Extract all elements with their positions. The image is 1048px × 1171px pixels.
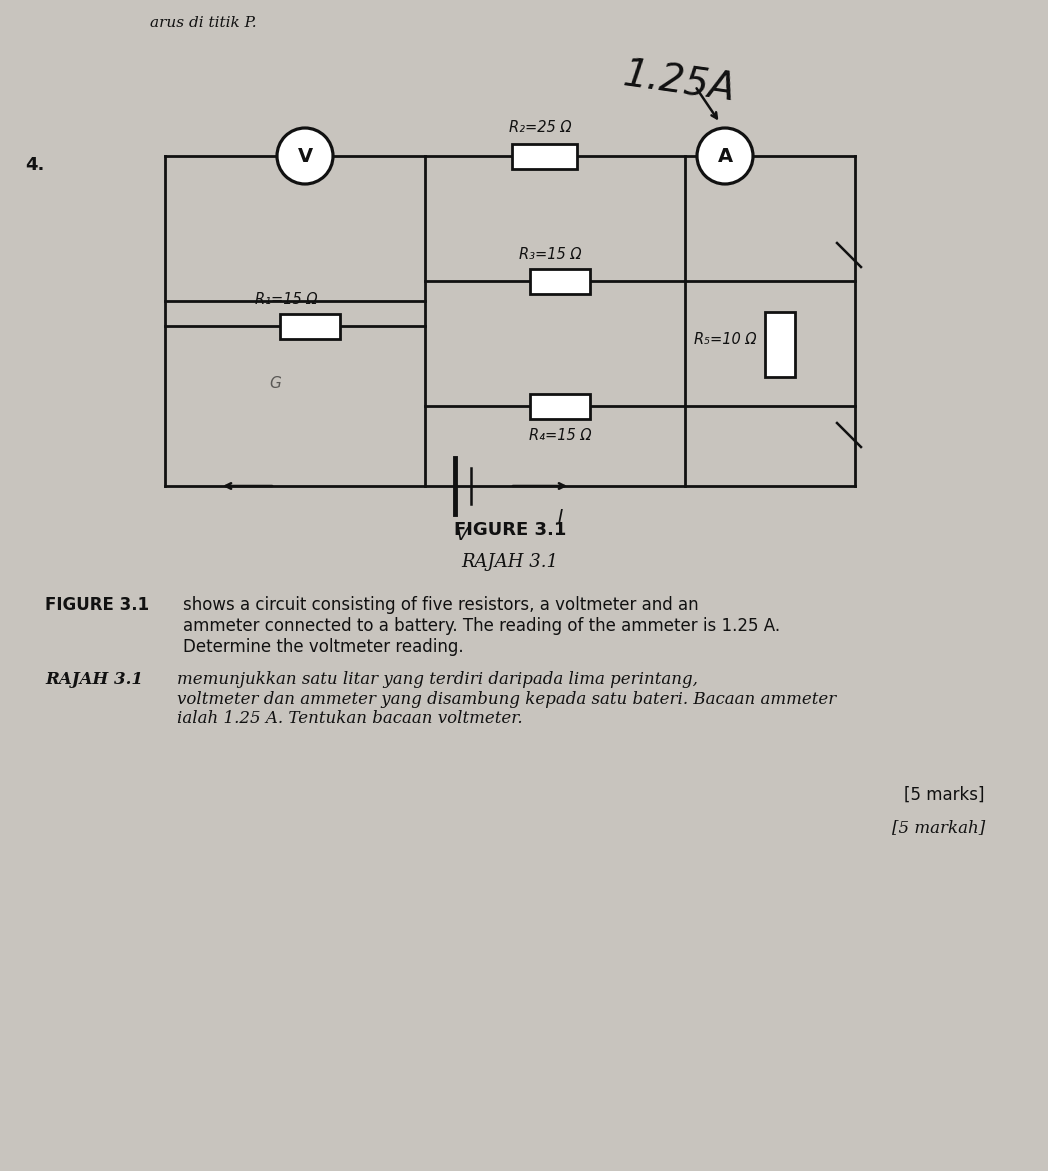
Text: FIGURE 3.1: FIGURE 3.1: [45, 596, 149, 614]
Bar: [530, 393, 590, 418]
Text: R₅=10 Ω: R₅=10 Ω: [695, 331, 757, 347]
Text: R₁=15 Ω: R₁=15 Ω: [255, 293, 318, 308]
Bar: [512, 144, 577, 169]
Circle shape: [697, 128, 754, 184]
Text: shows a circuit consisting of five resistors, a voltmeter and an
ammeter connect: shows a circuit consisting of five resis…: [183, 596, 780, 656]
Text: G: G: [269, 376, 281, 391]
Text: [5 marks]: [5 marks]: [904, 786, 985, 804]
Text: arus di titik P.: arus di titik P.: [150, 16, 257, 30]
Bar: [765, 311, 795, 377]
Circle shape: [277, 128, 333, 184]
Text: R₄=15 Ω: R₄=15 Ω: [529, 427, 591, 443]
Bar: [530, 268, 590, 294]
Text: 4.: 4.: [25, 156, 44, 174]
Text: V: V: [298, 146, 312, 165]
Text: A: A: [718, 146, 733, 165]
Bar: [280, 314, 340, 338]
Text: V: V: [456, 526, 468, 545]
Text: FIGURE 3.1: FIGURE 3.1: [454, 521, 566, 539]
Text: 1.25A: 1.25A: [620, 56, 738, 109]
Text: RAJAH 3.1: RAJAH 3.1: [461, 553, 559, 571]
Text: I: I: [558, 508, 563, 526]
Text: R₂=25 Ω: R₂=25 Ω: [508, 121, 571, 136]
Text: RAJAH 3.1: RAJAH 3.1: [45, 671, 143, 689]
Text: R₃=15 Ω: R₃=15 Ω: [519, 247, 582, 262]
Text: [5 markah]: [5 markah]: [892, 819, 985, 836]
Text: memunjukkan satu litar yang terdiri daripada lima perintang,
voltmeter dan ammet: memunjukkan satu litar yang terdiri dari…: [177, 671, 836, 727]
